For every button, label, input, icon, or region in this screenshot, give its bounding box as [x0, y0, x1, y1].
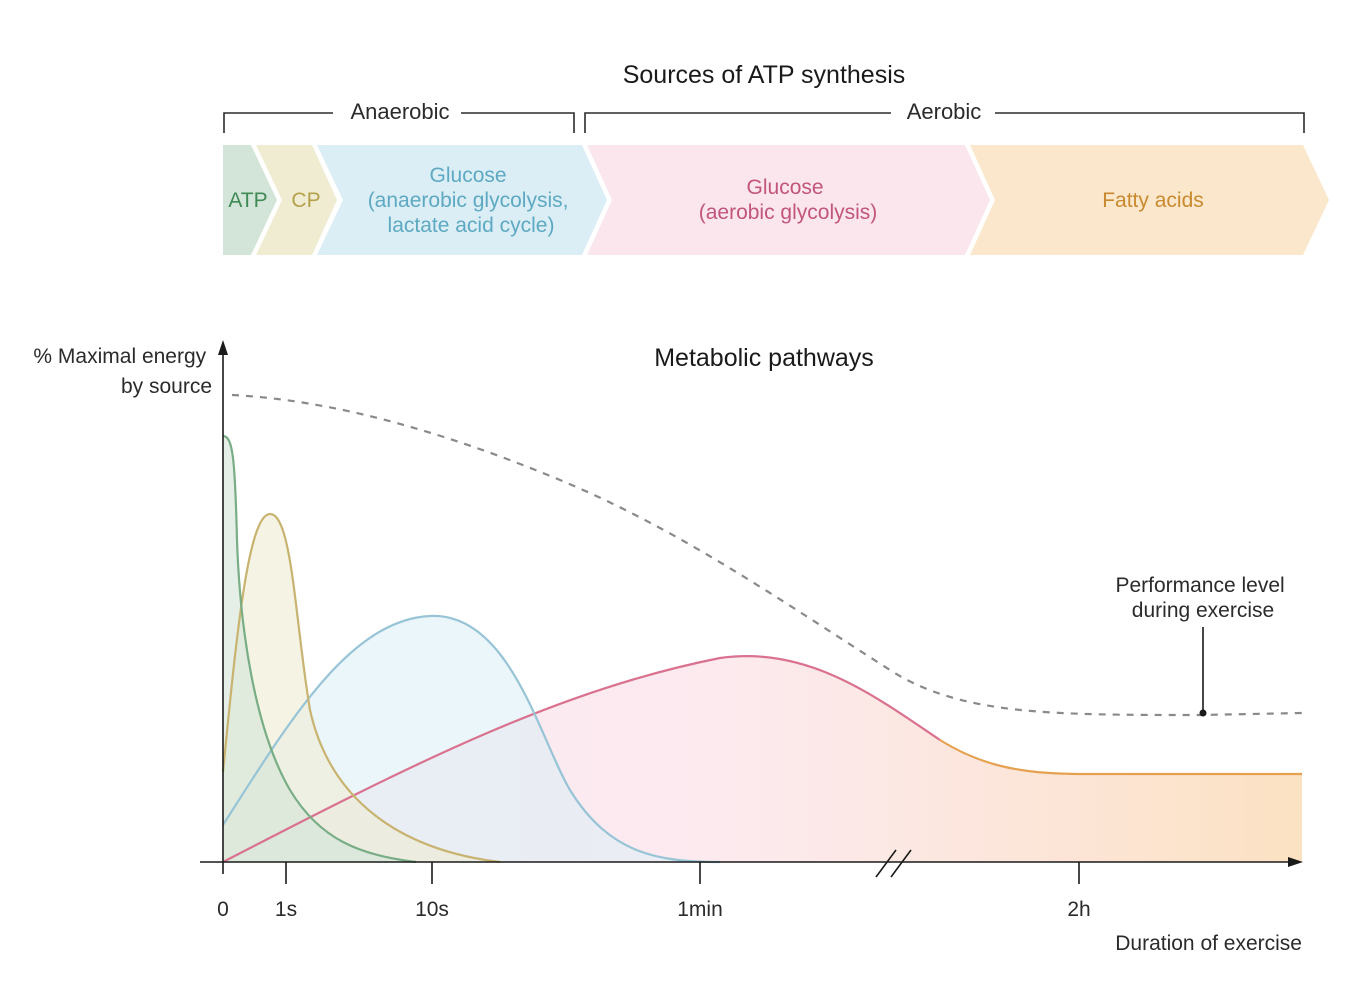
glucose-anaerobic-curve — [222, 614, 721, 864]
tick-label-2h: 2h — [1067, 898, 1090, 921]
anaerobic-label: Anaerobic — [350, 99, 449, 124]
stage-cp — [256, 145, 337, 255]
stage-cp-label: CP — [291, 189, 320, 212]
aerobic-bracket: Aerobic — [584, 99, 1305, 133]
curve-lines — [221, 434, 1302, 864]
performance-label: Performance level during exercise — [1115, 574, 1290, 622]
stage-arrows: ATP CP Glucose (anaerobic glycolysis, la… — [223, 145, 1329, 255]
x-axis-label: Duration of exercise — [1115, 932, 1302, 955]
stage-glucose-aerobic-line-1: Glucose — [747, 176, 824, 199]
performance-level-curve — [231, 393, 1303, 717]
tick-label-10s: 10s — [415, 898, 449, 921]
fatty-acids-curve — [939, 739, 1302, 776]
stage-glucose-aerobic — [587, 145, 990, 255]
atp-synthesis-title: Sources of ATP synthesis — [623, 61, 906, 89]
stage-glucose-aerobic-label: Glucose (aerobic glycolysis) — [699, 176, 878, 224]
cp-curve — [221, 512, 501, 864]
metabolic-pathways-title: Metabolic pathways — [654, 344, 874, 372]
x-axis-arrowhead — [1288, 857, 1303, 867]
stage-glucose-anaerobic-line-1: Glucose — [430, 164, 507, 187]
axis-break-line-2 — [890, 849, 912, 878]
tick-label-1min: 1min — [677, 898, 723, 921]
anaerobic-bracket: Anaerobic — [223, 99, 575, 133]
y-axis-label-line-1: % Maximal energy — [33, 345, 206, 368]
performance-label-line-2: during exercise — [1132, 599, 1274, 622]
axis-break-marker — [875, 849, 912, 878]
stage-atp-label: ATP — [228, 189, 267, 212]
performance-label-line-1: Performance level — [1115, 574, 1284, 597]
atp-area — [223, 436, 416, 862]
y-axis-label-line-2: by source — [121, 375, 212, 398]
stage-fatty-acids — [970, 145, 1329, 255]
cp-area — [223, 514, 500, 862]
aerobic-bracket-line — [584, 112, 1305, 133]
stage-fatty-acids-label: Fatty acids — [1102, 189, 1204, 212]
performance-annotation: Performance level during exercise — [1115, 574, 1290, 717]
stage-glucose-anaerobic-line-3: lactate acid cycle) — [388, 214, 555, 237]
anaerobic-bracket-line — [223, 112, 575, 133]
axis-break-line-1 — [875, 849, 897, 878]
tick-label-1s: 1s — [275, 898, 297, 921]
axes — [200, 340, 1303, 884]
tick-labels: 0 1s 10s 1min 2h — [217, 898, 1091, 921]
stage-glucose-anaerobic-line-2: (anaerobic glycolysis, — [368, 189, 569, 212]
atp-curve — [222, 434, 417, 864]
stage-glucose-anaerobic-label: Glucose (anaerobic glycolysis, lactate a… — [368, 164, 575, 237]
glucose-aerobic-curve — [222, 655, 941, 863]
y-axis-arrowhead — [218, 340, 228, 355]
aerobic-label: Aerobic — [907, 99, 982, 124]
y-axis-label: % Maximal energy by source — [33, 345, 212, 398]
stage-glucose-aerobic-line-2: (aerobic glycolysis) — [699, 201, 878, 224]
performance-pointer-dot — [1199, 709, 1207, 717]
stage-glucose-anaerobic — [317, 145, 607, 255]
stage-atp — [223, 145, 277, 255]
curve-areas — [223, 436, 1302, 862]
tick-label-0: 0 — [217, 898, 229, 921]
